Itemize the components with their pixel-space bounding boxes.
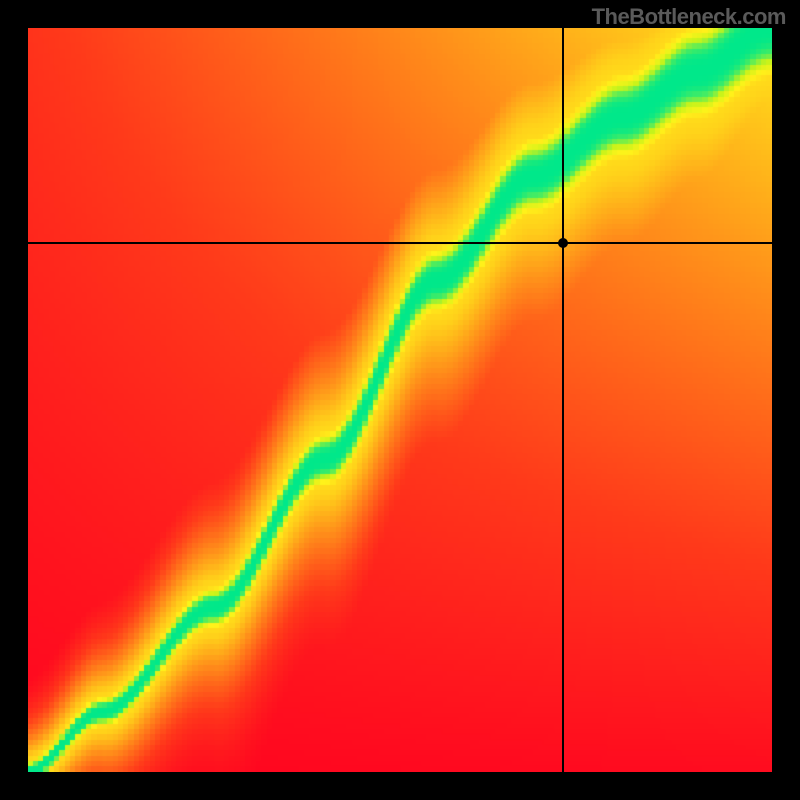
bottleneck-heatmap — [28, 28, 772, 772]
crosshair-marker — [558, 238, 568, 248]
crosshair-vertical — [562, 28, 564, 772]
chart-container: TheBottleneck.com — [0, 0, 800, 800]
crosshair-horizontal — [28, 242, 772, 244]
watermark-text: TheBottleneck.com — [592, 4, 786, 30]
